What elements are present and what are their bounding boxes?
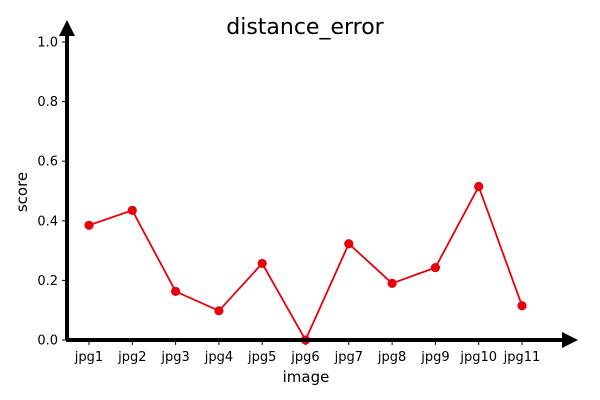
x-axis-label: image <box>283 368 330 386</box>
x-axis-arrow <box>562 332 578 348</box>
chart-title: distance_error <box>226 15 384 40</box>
data-point <box>387 278 397 288</box>
x-ticks: jpg1 jpg2 jpg3 jpg4 jpg5 jpg6 jpg7 jpg8 jpg9 jpg1… <box>74 340 541 365</box>
data-point <box>84 220 94 230</box>
y-tick-label: 0.0 <box>37 334 58 349</box>
data-point <box>171 286 181 297</box>
x-tick-label: jpg5 <box>247 350 276 365</box>
x-tick-label: jpg10 <box>459 350 497 365</box>
data-point <box>474 181 484 192</box>
data-point <box>214 306 224 316</box>
data-point <box>257 258 267 269</box>
y-tick-label: 0.8 <box>37 95 58 110</box>
x-tick-label: jpg6 <box>290 350 319 365</box>
x-tick-label: jpg4 <box>204 350 233 365</box>
x-tick-label: jpg8 <box>377 350 406 365</box>
y-axis-label: score <box>13 172 31 212</box>
x-tick-label: jpg11 <box>503 350 541 365</box>
x-tick-label: jpg9 <box>420 350 449 365</box>
series-group <box>84 181 527 345</box>
y-tick-label: 0.4 <box>37 214 58 229</box>
data-point <box>127 205 137 215</box>
x-tick-label: jpg2 <box>117 350 146 365</box>
y-axis-arrow <box>59 20 75 36</box>
data-point <box>430 262 440 273</box>
data-point <box>517 301 527 311</box>
x-tick-label: jpg7 <box>334 350 363 365</box>
x-tick-label: jpg3 <box>160 350 189 365</box>
series-line <box>88 184 523 342</box>
y-tick-label: 1.0 <box>37 36 58 51</box>
y-ticks: 0.0 0.2 0.4 0.6 0.8 1.0 <box>37 36 67 349</box>
y-tick-label: 0.2 <box>37 274 58 289</box>
x-tick-label: jpg1 <box>74 350 103 365</box>
data-point <box>344 239 354 249</box>
axes <box>59 20 578 348</box>
y-tick-label: 0.6 <box>37 155 58 170</box>
